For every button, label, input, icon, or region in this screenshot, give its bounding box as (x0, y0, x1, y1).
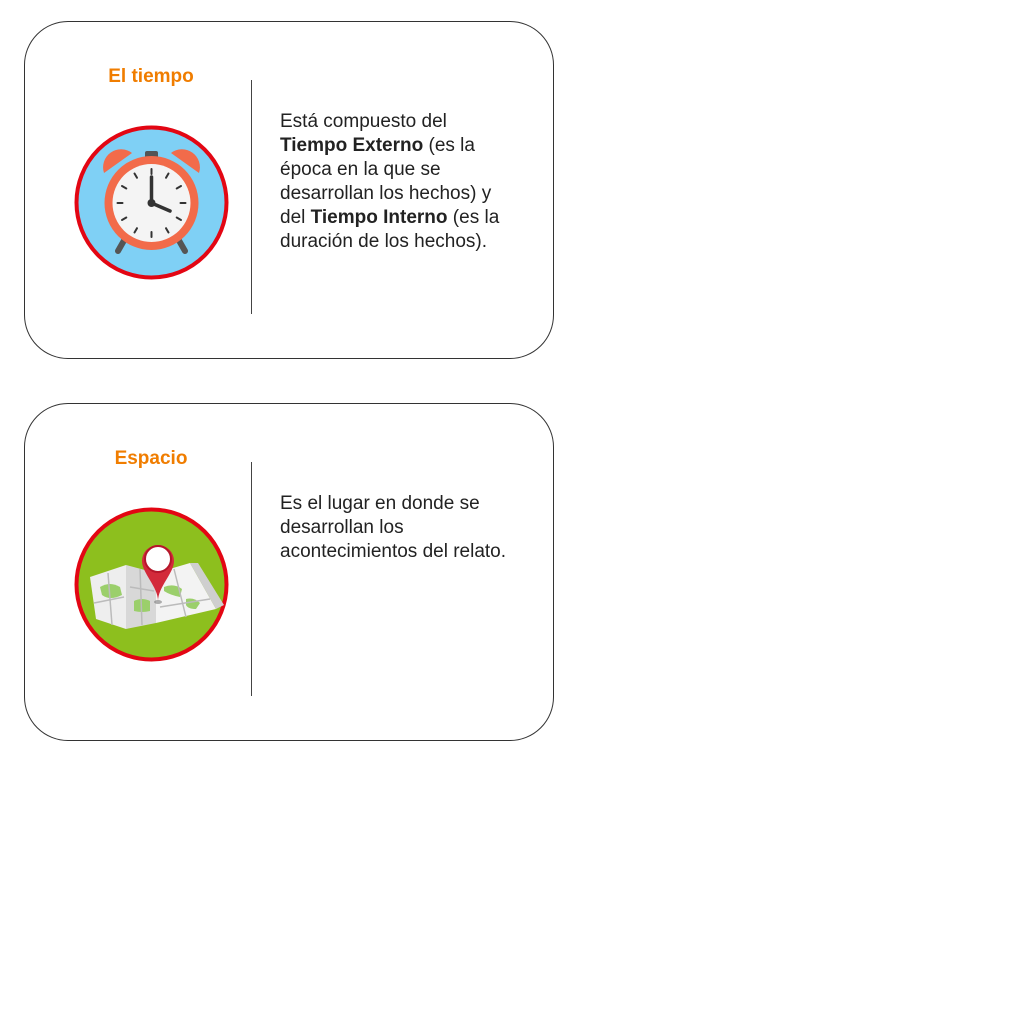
desc-text: (es la duración de los hechos). (280, 207, 500, 252)
divider (251, 80, 252, 314)
alarm-clock-icon (74, 125, 229, 280)
card-title: Espacio (114, 448, 188, 469)
desc-text: Es el lugar en donde se desarrollan los … (280, 493, 507, 562)
divider (251, 462, 252, 696)
card-title: El tiempo (108, 66, 194, 87)
map-pin-icon (74, 507, 229, 662)
card-espacio: Espacio (24, 403, 554, 741)
desc-text: Está compuesto del (280, 111, 447, 132)
desc-bold-term: Tiempo Externo (280, 135, 424, 156)
card-description: Está compuesto del Tiempo Externo (es la… (280, 110, 510, 254)
card-tiempo: El tiempo (24, 21, 554, 359)
desc-text: (es la época en la que se desarrollan lo… (280, 135, 492, 228)
desc-bold-term: Tiempo Interno (310, 207, 448, 228)
card-description: Es el lugar en donde se desarrollan los … (280, 492, 510, 564)
